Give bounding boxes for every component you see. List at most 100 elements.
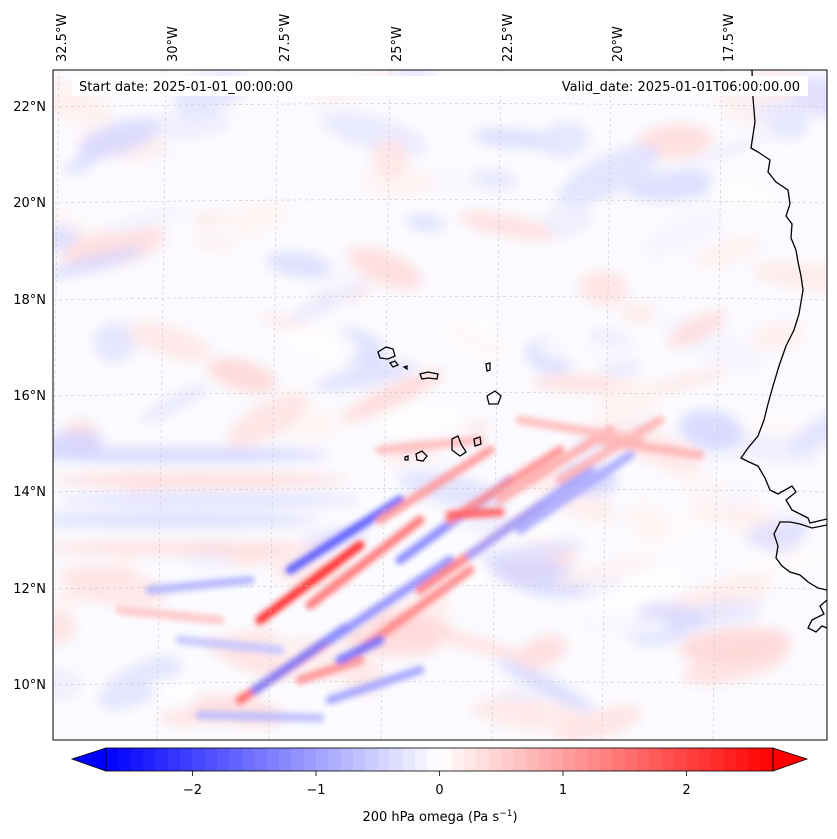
omega-patch bbox=[371, 139, 410, 178]
lat-label: 12°N bbox=[13, 582, 46, 597]
omega-patch bbox=[53, 197, 101, 239]
colorbar-step bbox=[735, 748, 749, 771]
colorbar-step bbox=[402, 748, 416, 771]
colorbar-step bbox=[711, 748, 725, 771]
colorbar-step bbox=[155, 748, 169, 771]
colorbar-tick-label: 0 bbox=[435, 783, 443, 798]
colorbar-steps bbox=[106, 748, 774, 771]
omega-patch bbox=[340, 369, 445, 423]
omega-patch bbox=[423, 628, 530, 661]
colorbar-step bbox=[563, 748, 576, 771]
colorbar-units-exponent: −1 bbox=[499, 809, 512, 819]
colorbar-step bbox=[661, 748, 675, 771]
omega-patch bbox=[641, 207, 726, 259]
omega-patch bbox=[578, 269, 628, 306]
omega-patch bbox=[208, 357, 277, 394]
colorbar-step bbox=[377, 748, 391, 771]
colorbar-step bbox=[180, 748, 194, 771]
cape-verde-islands bbox=[377, 346, 502, 462]
omega-wave-band bbox=[445, 445, 565, 525]
colorbar-variable: 200 hPa omega bbox=[362, 810, 463, 825]
coastline bbox=[807, 599, 827, 633]
omega-wave-band bbox=[195, 710, 325, 723]
omega-patch bbox=[471, 696, 584, 731]
omega-patch bbox=[497, 658, 594, 712]
colorbar-step bbox=[488, 748, 502, 771]
omega-wave-band bbox=[175, 635, 285, 655]
omega-wave-band bbox=[515, 415, 645, 445]
omega-patch bbox=[679, 127, 782, 171]
meridian bbox=[380, 70, 391, 740]
omega-patch bbox=[266, 252, 332, 278]
omega-patch bbox=[555, 705, 643, 740]
meridian bbox=[268, 70, 279, 740]
start-date: Start date: 2025-01-01_00:00:00 bbox=[79, 80, 293, 95]
colorbar-step bbox=[748, 748, 762, 771]
colorbar-step bbox=[291, 748, 305, 771]
meridian bbox=[491, 70, 502, 740]
omega-band bbox=[53, 513, 320, 527]
colorbar-step bbox=[698, 748, 712, 771]
colorbar-ticks: −2 −1 0 1 2 bbox=[183, 771, 691, 798]
colorbar-step bbox=[118, 748, 132, 771]
omega-patch bbox=[286, 326, 360, 359]
omega-patch bbox=[78, 118, 158, 158]
omega-wave-band bbox=[445, 507, 505, 520]
omega-patch bbox=[793, 106, 827, 139]
omega-patch bbox=[445, 608, 499, 625]
colorbar-step bbox=[686, 748, 700, 771]
lon-label: 32.5°W bbox=[55, 14, 70, 62]
omega-patch bbox=[53, 668, 82, 701]
colorbar-step bbox=[315, 748, 329, 771]
colorbar-step bbox=[340, 748, 354, 771]
longitude-labels: 32.5°W 30°W 27.5°W 25°W 22.5°W 20°W 17.5… bbox=[55, 14, 737, 62]
colorbar-tick-label: −2 bbox=[183, 783, 202, 798]
colorbar: −2 −1 0 1 2 200 hPa omega (Pa s−1) bbox=[70, 747, 809, 825]
colorbar-step bbox=[476, 748, 490, 771]
map-frame bbox=[52, 69, 828, 741]
omega-patch bbox=[53, 74, 114, 126]
omega-patch bbox=[694, 236, 762, 268]
omega-patch bbox=[626, 170, 721, 202]
omega-patch bbox=[538, 121, 590, 158]
omega-wave-band bbox=[515, 450, 635, 535]
colorbar-step bbox=[723, 748, 737, 771]
island-maio bbox=[473, 436, 482, 447]
lat-label: 22°N bbox=[13, 100, 46, 115]
gridlines bbox=[53, 70, 827, 740]
omega-patch bbox=[618, 302, 658, 324]
latitude-labels: 22°N 20°N 18°N 16°N 14°N 12°N 10°N bbox=[13, 100, 46, 693]
omega-patch bbox=[788, 410, 827, 454]
colorbar-step bbox=[513, 748, 527, 771]
omega-wave-band bbox=[465, 465, 595, 560]
omega-wave-band bbox=[255, 540, 365, 625]
omega-patch bbox=[226, 392, 310, 448]
omega-patch bbox=[405, 215, 445, 231]
parallel bbox=[53, 103, 827, 108]
omega-patch bbox=[53, 246, 146, 279]
colorbar-step bbox=[501, 748, 515, 771]
omega-patch bbox=[472, 168, 518, 191]
colorbar-step bbox=[266, 748, 280, 771]
omega-patch bbox=[98, 656, 182, 710]
lon-label: 22.5°W bbox=[501, 14, 516, 62]
colorbar-step bbox=[587, 748, 601, 771]
omega-patch bbox=[558, 144, 660, 206]
lat-label: 20°N bbox=[13, 196, 46, 211]
colorbar-step bbox=[217, 748, 231, 771]
coastline-africa bbox=[740, 70, 827, 633]
valid-date: Valid_date: 2025-01-01T06:00:00.00 bbox=[562, 80, 800, 95]
omega-patch bbox=[458, 211, 559, 241]
omega-patch bbox=[634, 366, 733, 399]
parallel bbox=[53, 488, 827, 493]
lat-label: 18°N bbox=[13, 293, 46, 308]
meridian bbox=[156, 70, 167, 740]
island-santo-antao bbox=[377, 346, 396, 360]
parallel bbox=[53, 585, 827, 590]
colorbar-step bbox=[254, 748, 268, 771]
colorbar-step bbox=[143, 748, 157, 771]
omega-wave-band bbox=[555, 415, 665, 485]
colorbar-step bbox=[538, 748, 552, 771]
omega-patch bbox=[744, 517, 811, 546]
